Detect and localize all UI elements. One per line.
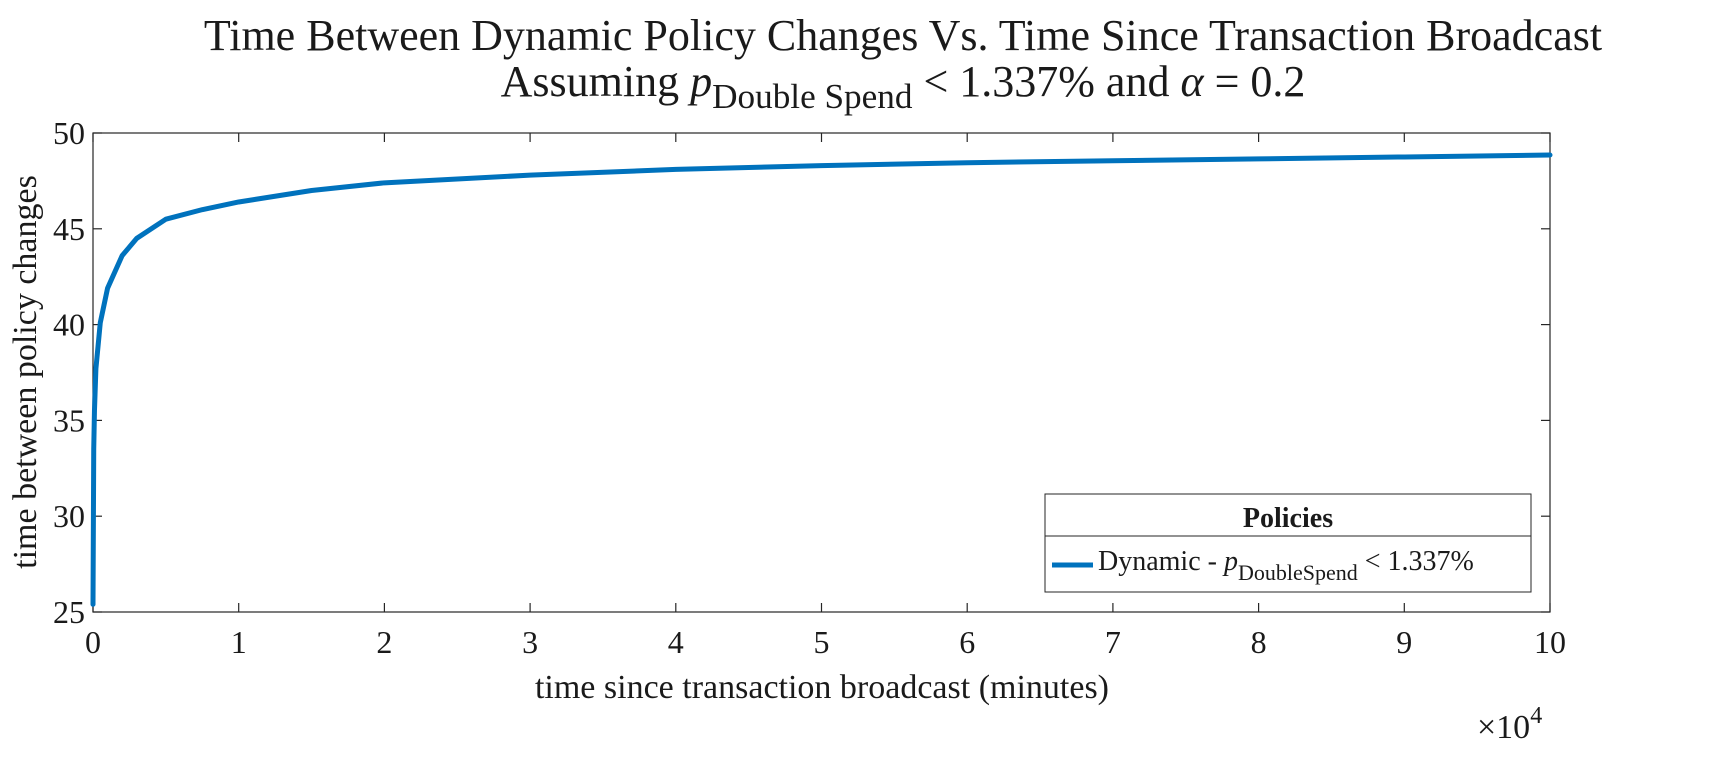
title-suffix: < 1.337% and [912,57,1180,106]
x-tick-label: 5 [814,624,830,660]
x-tick-label: 2 [376,624,392,660]
title-p-symbol: p [687,57,712,106]
legend-p-symbol: p [1222,546,1238,577]
x-tick-label: 0 [85,624,101,660]
y-tick-label: 45 [53,211,85,247]
title-alpha-symbol: α [1180,57,1204,106]
x-exponent-power: 4 [1530,703,1542,729]
legend: Policies Dynamic - pDoubleSpend < 1.337% [1044,493,1532,593]
series-line-dynamic [90,152,1553,607]
legend-title: Policies [1243,503,1333,534]
legend-box [1044,493,1532,593]
x-tick-label: 6 [959,624,975,660]
y-tick-label: 30 [53,498,85,534]
x-tick-label: 3 [522,624,538,660]
chart-title-line2: Assuming pDouble Spend < 1.337% and α = … [501,57,1306,116]
x-axis-label: time since transaction broadcast (minute… [535,669,1109,706]
x-tick-label: 1 [231,624,247,660]
title-prefix: Assuming [501,57,690,106]
x-exponent-base: ×10 [1477,709,1530,746]
x-tick-label: 4 [668,624,684,660]
legend-entry-suffix: < 1.337% [1358,546,1474,577]
x-exponent-label: ×104 [1477,703,1542,746]
x-tick-label: 10 [1534,624,1566,660]
y-tick-label: 50 [53,115,85,151]
chart-title-line1: Time Between Dynamic Policy Changes Vs. … [204,11,1602,60]
title-p-subscript: Double Spend [712,77,913,116]
legend-entry-dynamic: Dynamic - pDoubleSpend < 1.337% [1098,546,1474,585]
legend-entry-prefix: Dynamic - [1098,546,1224,577]
legend-p-subscript: DoubleSpend [1238,560,1358,585]
x-tick-label: 8 [1251,624,1267,660]
y-tick-label: 35 [53,402,85,438]
y-tick-label: 25 [53,594,85,630]
x-tick-label: 9 [1396,624,1412,660]
x-tick-label: 7 [1105,624,1121,660]
title-alpha-value: = 0.2 [1204,57,1306,106]
y-tick-label: 40 [53,307,85,343]
y-axis-label: time between policy changes [7,175,44,569]
